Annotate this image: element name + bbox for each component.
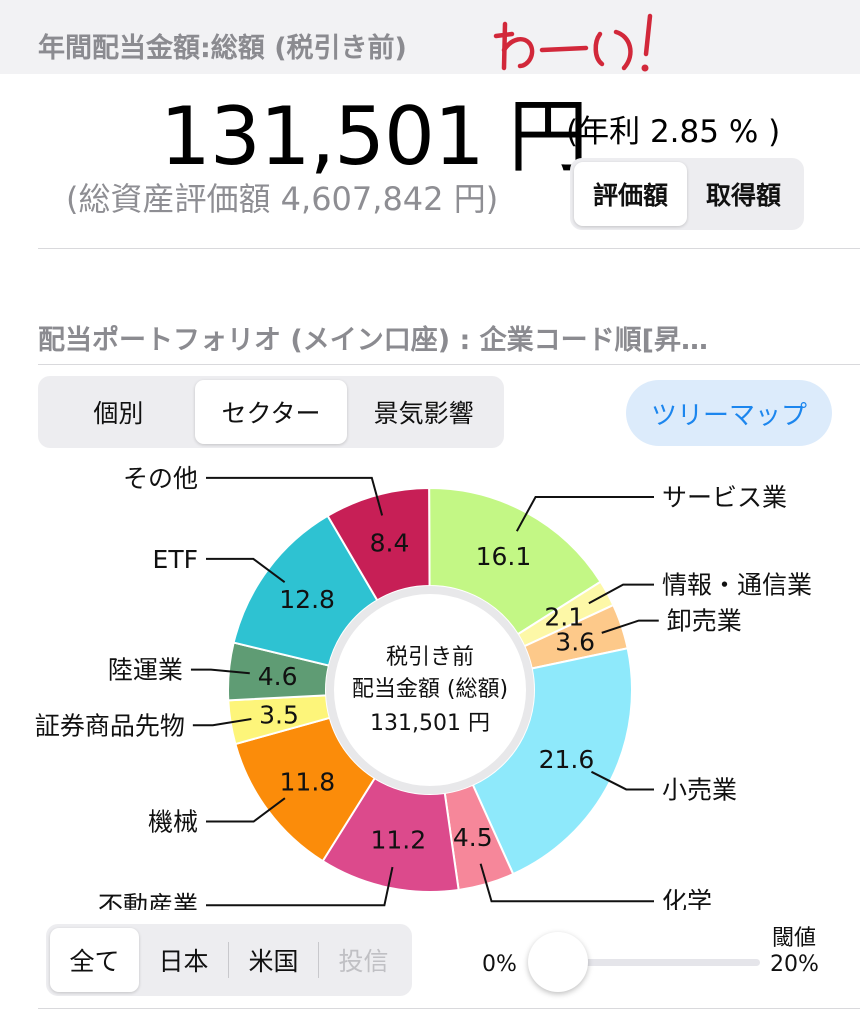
threshold-slider-track[interactable] — [530, 959, 760, 966]
tab-us[interactable]: 米国 — [248, 947, 299, 976]
sector-donut-chart: 16.1 サービス業 2.1 情報・通信業 3.6 卸売業 21.6 小売業 4.5 化学 11.2… — [35, 464, 812, 910]
region-filter: 全て 日本 米国 投信 — [46, 924, 412, 996]
center-total-amount: 131,501 円 — [370, 711, 490, 736]
total-asset-value: (総資産評価額 4,607,842 円) — [66, 180, 499, 218]
slice-category-label: 陸運業 — [108, 656, 183, 685]
toggle-market-value[interactable]: 評価額 — [574, 162, 687, 226]
slice-value-label: 3.5 — [259, 701, 299, 730]
slice-category-label: その他 — [123, 464, 198, 493]
slice-leader-line — [479, 863, 654, 903]
portfolio-title: 配当ポートフォリオ (メイン口座) : 企業コード順[昇… — [38, 325, 709, 356]
separator — [318, 942, 319, 978]
handwritten-note — [493, 13, 653, 72]
slice-value-label: 12.8 — [279, 585, 335, 614]
annual-dividend-title: 年間配当金額:総額 (税引き前) — [38, 33, 407, 64]
slice-value-label: 2.1 — [544, 603, 584, 632]
slice-value-label: 3.6 — [555, 628, 595, 657]
slice-leader-line — [515, 495, 654, 532]
divider — [38, 1008, 860, 1009]
treemap-button[interactable]: ツリーマップ — [626, 380, 832, 446]
tab-all[interactable]: 全て — [50, 928, 139, 992]
slice-category-label: 機械 — [148, 808, 198, 837]
center-label-line1: 税引き前 — [386, 645, 474, 670]
slice-category-label: サービス業 — [662, 483, 787, 512]
divider — [38, 248, 860, 249]
separator — [228, 942, 229, 978]
threshold-slider-thumb[interactable] — [527, 932, 588, 992]
donut-inner-ring — [326, 586, 534, 794]
slice-category-label: 小売業 — [662, 775, 737, 804]
view-tabs: 個別 セクター 景気影響 — [38, 376, 504, 448]
tab-japan[interactable]: 日本 — [158, 947, 209, 976]
tab-individual[interactable]: 個別 — [93, 399, 144, 428]
toggle-acquisition-cost[interactable]: 取得額 — [705, 181, 781, 210]
tab-economic-impact[interactable]: 景気影響 — [373, 399, 474, 428]
slice-category-label: 情報・通信業 — [662, 571, 812, 600]
slider-max-label: 20% — [770, 952, 819, 977]
dividend-yield: (年利 2.85 % ) — [566, 114, 781, 150]
slice-leader-line — [206, 476, 384, 516]
slice-value-label: 11.8 — [280, 767, 336, 796]
slice-leader-line — [206, 557, 286, 583]
header-band — [0, 0, 860, 74]
slice-value-label: 21.6 — [539, 745, 595, 774]
slice-leader-line — [190, 668, 250, 675]
slice-category-label: ETF — [153, 545, 198, 574]
slice-leader-line — [601, 619, 659, 634]
tab-sector[interactable]: セクター — [194, 380, 348, 444]
slice-value-label: 4.5 — [453, 823, 493, 852]
slice-category-label: 卸売業 — [667, 607, 742, 636]
slider-min-label: 0% — [482, 952, 517, 977]
center-label-line2: 配当金額 (総額) — [352, 677, 508, 702]
slice-category-label: 証券商品先物 — [35, 711, 185, 740]
slice-value-label: 4.6 — [258, 662, 298, 691]
tab-investment-trust: 投信 — [338, 947, 389, 976]
divider — [38, 364, 860, 365]
slice-value-label: 16.1 — [476, 542, 532, 571]
slice-leader-line — [192, 718, 252, 727]
slice-value-label: 11.2 — [370, 826, 426, 855]
slice-leader-line — [590, 770, 654, 791]
slice-category-label: 化学 — [662, 887, 712, 910]
valuation-toggle: 評価額 取得額 — [570, 158, 804, 230]
slice-leader-line — [206, 797, 286, 823]
slice-leader-line — [206, 866, 394, 907]
slice-leader-line — [588, 583, 654, 605]
slice-value-label: 8.4 — [370, 528, 410, 557]
annual-dividend-amount: 131,501 円 — [160, 90, 588, 183]
threshold-label: 閾値 — [772, 926, 817, 951]
slice-category-label: 不動産業 — [98, 891, 198, 910]
